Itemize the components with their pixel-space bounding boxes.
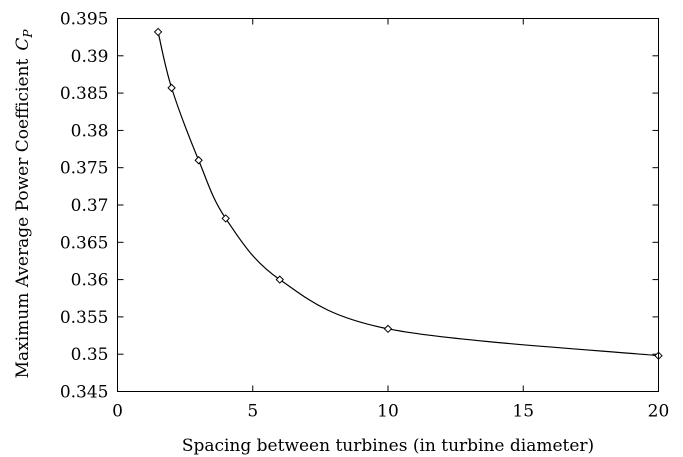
ticks-layer: 0 5 10 15 20 0.345 0.35 0.355 0.36 0.365 0.37 0.375… xyxy=(60,10,669,422)
x-tick-label: 15 xyxy=(512,402,534,422)
data-point xyxy=(383,324,393,334)
data-point xyxy=(167,83,176,93)
y-tick-label: 0.35 xyxy=(71,345,109,365)
marker-layer xyxy=(153,27,663,360)
data-point xyxy=(221,214,230,223)
y-axis-label: Maximum Average Power Coefficient CP xyxy=(13,29,35,379)
y-tick-label: 0.375 xyxy=(60,159,109,179)
x-tick-label: 0 xyxy=(112,402,123,422)
y-tick-label: 0.36 xyxy=(71,271,109,291)
x-tick-label: 10 xyxy=(377,402,399,422)
y-tick-label: 0.38 xyxy=(71,121,109,141)
y-tick-label: 0.345 xyxy=(60,383,109,403)
y-tick-label: 0.355 xyxy=(60,308,109,328)
y-tick-label: 0.385 xyxy=(60,84,109,104)
y-tick-label: 0.39 xyxy=(71,47,109,67)
x-tick-label: 5 xyxy=(247,402,258,422)
series-line xyxy=(157,31,659,357)
data-point xyxy=(194,156,203,165)
x-tick-label: 20 xyxy=(648,402,670,422)
plot-frame xyxy=(117,18,659,392)
y-tick-label: 0.395 xyxy=(60,10,109,30)
y-tick-label: 0.37 xyxy=(71,196,109,216)
y-axis-label-symbol: C xyxy=(13,38,33,51)
y-axis-label-text: Maximum Average Power Coefficient xyxy=(13,58,33,378)
y-axis-label-subscript: P xyxy=(21,29,35,39)
data-point xyxy=(275,275,285,284)
y-tick-label: 0.365 xyxy=(60,233,109,253)
curve-layer xyxy=(157,31,659,357)
x-axis-label: Spacing between turbines (in turbine dia… xyxy=(182,436,594,456)
data-point xyxy=(153,27,163,37)
